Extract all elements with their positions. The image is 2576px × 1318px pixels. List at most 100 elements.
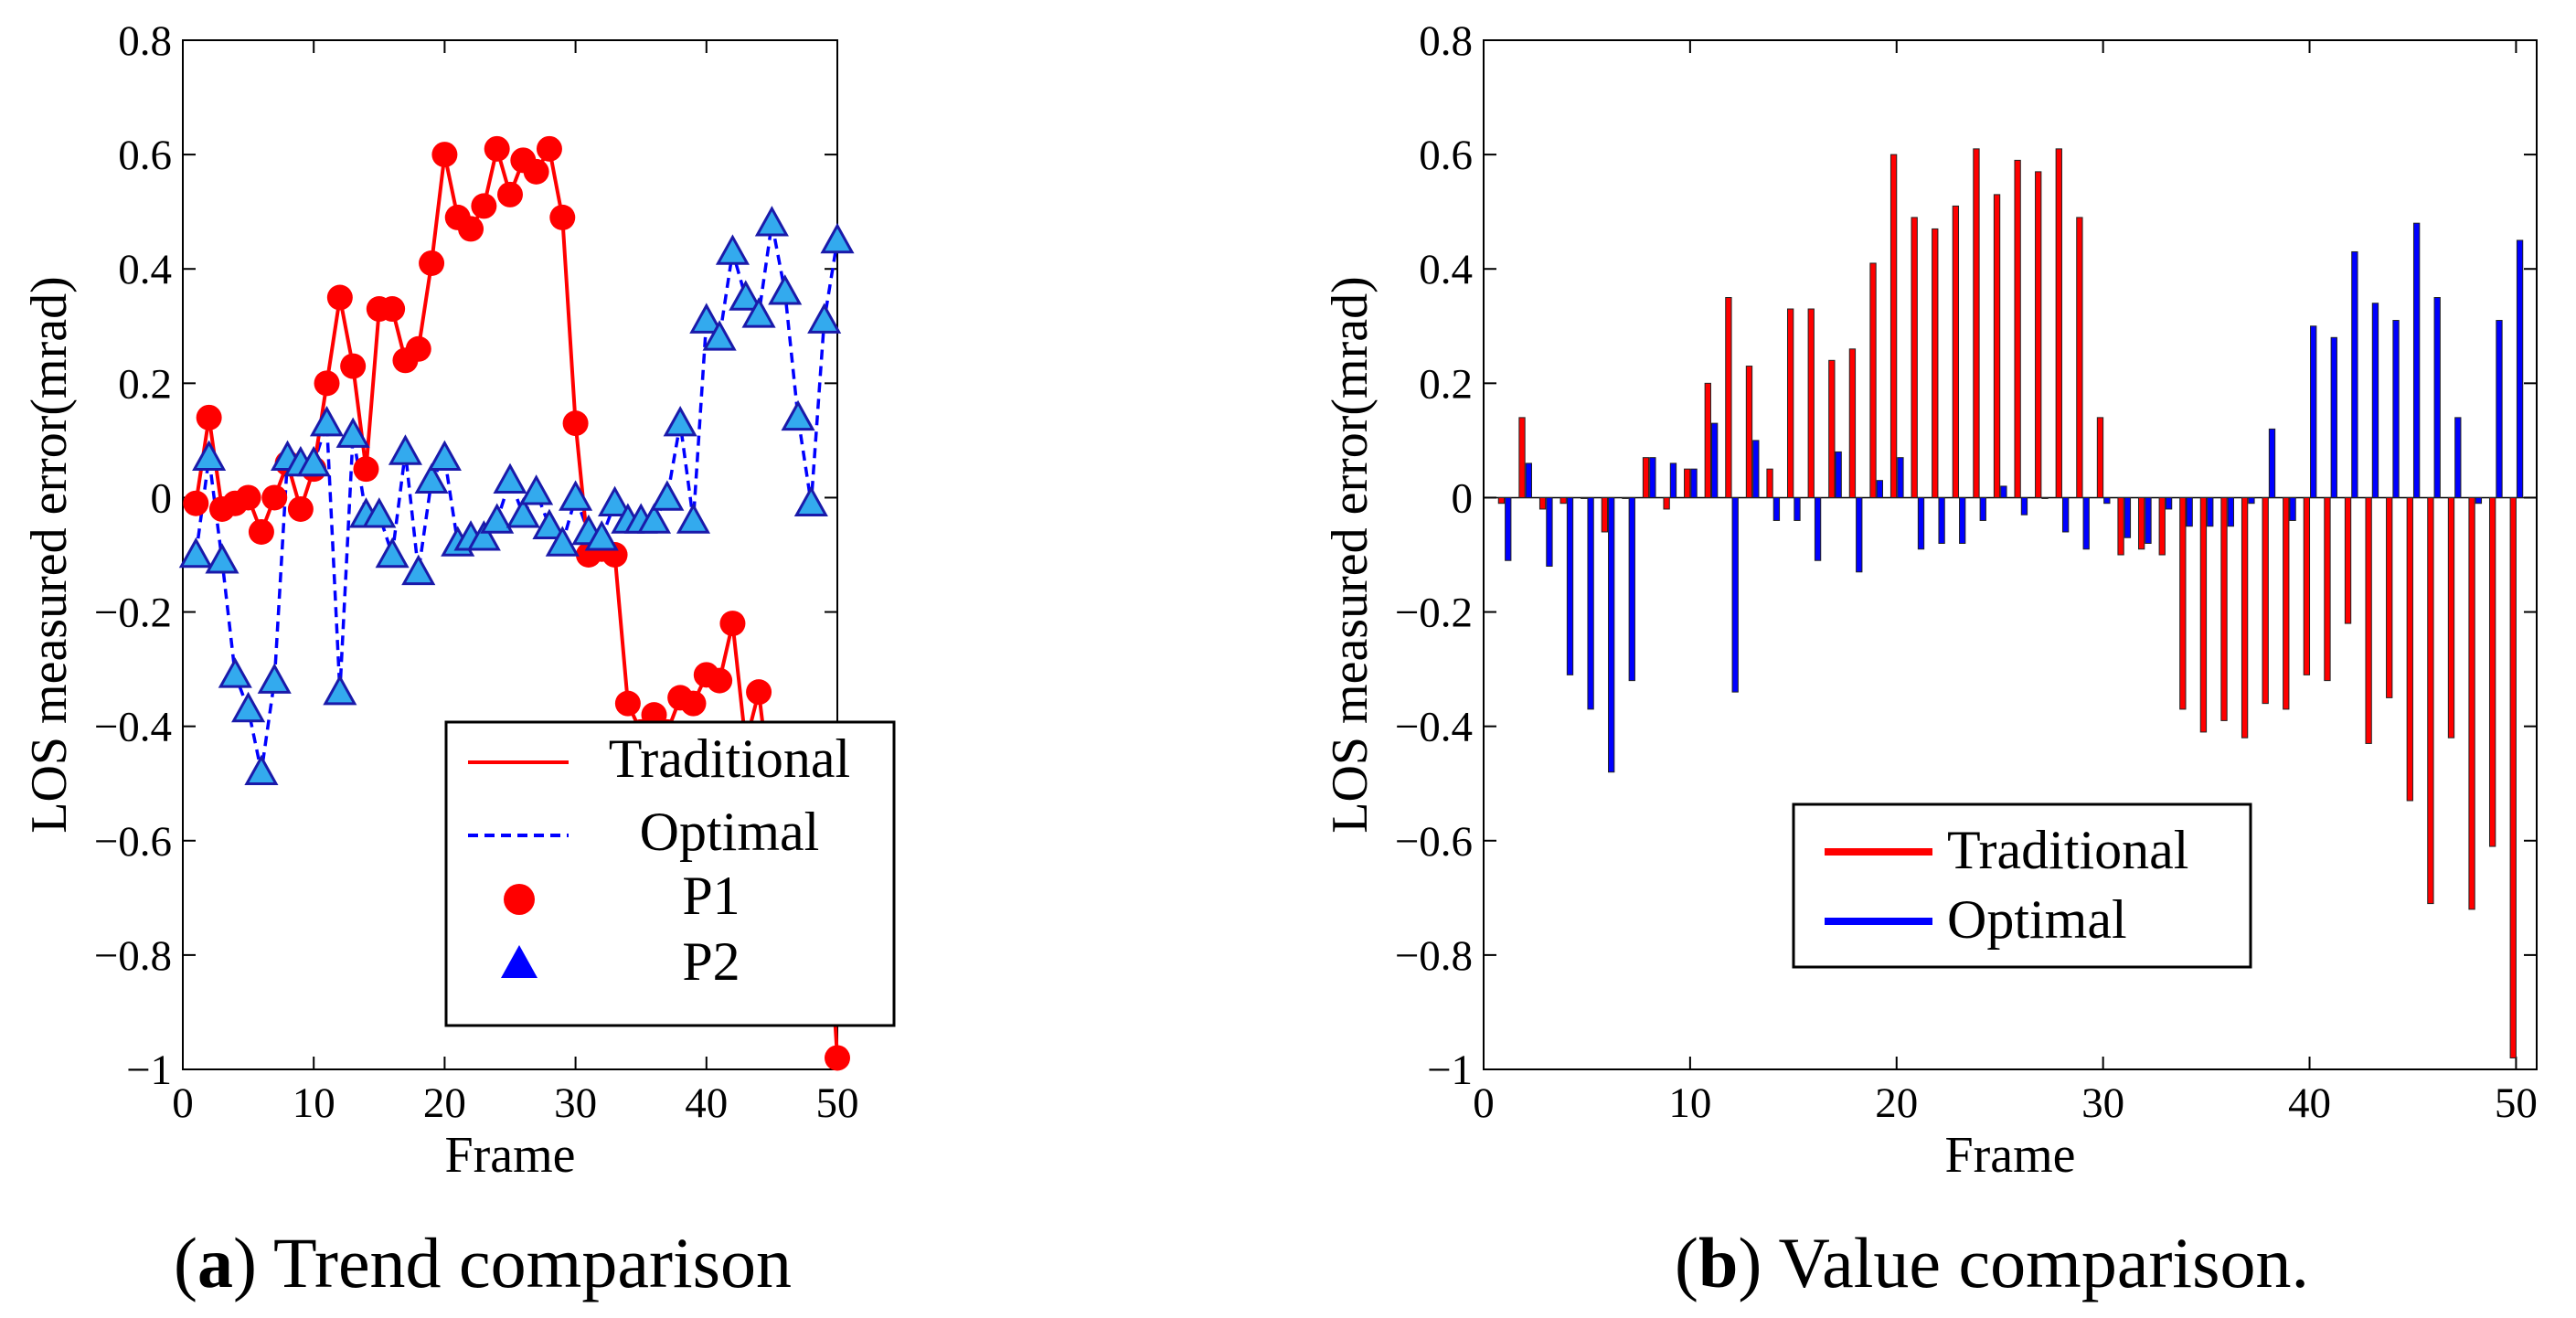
bar-traditional <box>1559 496 1567 505</box>
point-optimal <box>335 417 370 448</box>
plot-area-frame <box>1483 39 2538 1070</box>
bar-optimal <box>1566 496 1574 675</box>
x-tick-label: 10 <box>1668 1079 1711 1127</box>
bar-optimal <box>2248 496 2255 505</box>
point-traditional <box>248 518 274 545</box>
y-tick-label: −0.4 <box>1395 704 1473 751</box>
bar-traditional <box>2199 496 2208 733</box>
point-traditional <box>353 456 379 483</box>
bar-optimal <box>2454 417 2462 498</box>
y-tick-label: 0.4 <box>118 246 172 293</box>
point-traditional <box>746 679 772 706</box>
bar-traditional <box>2262 496 2269 705</box>
bar-traditional <box>1993 194 2001 498</box>
legend-swatch-p2 <box>501 945 538 978</box>
bar-traditional <box>1497 496 1506 505</box>
y-tick-label: 0.4 <box>1419 246 1473 293</box>
legend-label-optimal: Optimal <box>640 802 820 862</box>
x-tick-label: 10 <box>293 1079 335 1127</box>
point-traditional <box>719 611 746 637</box>
bar-traditional <box>1642 457 1650 498</box>
y-tick-label: 0.8 <box>1419 17 1473 65</box>
bar-traditional <box>1704 382 1711 498</box>
y-axis-label: LOS measured error(mrad) <box>21 276 78 834</box>
point-optimal <box>480 503 515 534</box>
bar-traditional <box>2241 496 2249 739</box>
bar-optimal <box>1794 496 1801 521</box>
x-tick-label: 30 <box>2081 1079 2124 1127</box>
bar-traditional <box>2303 496 2311 675</box>
bar-traditional <box>2283 496 2290 710</box>
point-traditional <box>549 204 576 230</box>
bar-optimal <box>2124 496 2132 538</box>
bar-traditional <box>1786 308 1794 498</box>
x-tick-label: 40 <box>2288 1079 2331 1127</box>
bar-traditional <box>1581 496 1588 499</box>
x-tick-label: 50 <box>2495 1079 2538 1127</box>
bar-optimal <box>2207 496 2214 527</box>
caption-a: (a) Trend comparison <box>174 1223 792 1302</box>
point-optimal <box>663 406 697 437</box>
bar-traditional <box>1911 217 1918 498</box>
x-tick-label: 0 <box>172 1079 194 1127</box>
bar-optimal <box>1710 422 1719 498</box>
bar-traditional <box>2427 496 2434 905</box>
point-optimal <box>781 399 815 431</box>
bar-optimal <box>2330 336 2337 498</box>
y-tick-label: 0.2 <box>118 360 172 408</box>
y-tick-label: 0.8 <box>118 17 172 65</box>
bar-traditional <box>2014 159 2021 498</box>
y-tick-label: −0.8 <box>94 932 172 980</box>
bar-traditional <box>1952 205 1960 498</box>
bar-optimal <box>2392 320 2400 498</box>
point-traditional <box>680 690 707 717</box>
bar-optimal <box>1505 496 1512 561</box>
bar-optimal <box>1917 496 1925 550</box>
bar-optimal <box>1979 496 1986 521</box>
bar-optimal <box>2227 496 2235 527</box>
panel-b-value-chart: 0 10 20 30 40 50 −1 −0.8 −0.6 −0.4 −0.2 0 0.2 0.4 0.6 0… <box>1322 17 2538 1184</box>
y-tick-label: −1 <box>1427 1047 1473 1094</box>
x-tick-label: 20 <box>423 1079 466 1127</box>
point-optimal <box>729 280 763 311</box>
bar-optimal <box>2020 496 2028 516</box>
point-traditional <box>458 216 484 242</box>
bar-optimal <box>1938 496 1945 544</box>
bar-traditional <box>1745 366 1753 498</box>
bar-traditional <box>2488 496 2496 847</box>
point-optimal <box>636 503 672 534</box>
x-axis-label: Frame <box>444 1127 575 1184</box>
bar-optimal <box>2186 496 2193 527</box>
bar-optimal <box>1669 462 1677 498</box>
point-optimal <box>532 508 567 540</box>
point-traditional <box>326 284 353 311</box>
y-tick-label: −0.6 <box>1395 818 1473 866</box>
bar-optimal <box>1835 451 1842 498</box>
bar-traditional <box>2324 496 2331 682</box>
bar-optimal <box>2433 297 2441 498</box>
bar-traditional <box>1663 496 1670 510</box>
point-traditional <box>431 142 458 168</box>
point-traditional <box>196 404 222 430</box>
point-optimal <box>676 503 711 534</box>
point-traditional <box>183 490 209 516</box>
y-tick-label: −1 <box>126 1047 172 1094</box>
x-tick-label: 20 <box>1875 1079 1918 1127</box>
y-tick-label: 0 <box>151 474 173 522</box>
bar-traditional <box>1538 496 1547 510</box>
x-tick-label: 0 <box>1473 1079 1495 1127</box>
bar-optimal <box>2061 496 2070 533</box>
bar-traditional <box>1518 417 1526 498</box>
bar-optimal <box>1608 496 1615 773</box>
bar-traditional <box>2220 496 2228 721</box>
x-tick-label: 50 <box>816 1079 859 1127</box>
point-optimal <box>192 440 227 471</box>
point-traditional <box>614 690 641 717</box>
bar-optimal <box>1628 496 1635 682</box>
bar-traditional <box>2076 217 2083 498</box>
legend-label-p2: P2 <box>682 931 740 992</box>
y-tick-label: −0.2 <box>94 590 172 637</box>
point-traditional <box>379 296 406 323</box>
caption-a-letter: a <box>197 1223 233 1302</box>
